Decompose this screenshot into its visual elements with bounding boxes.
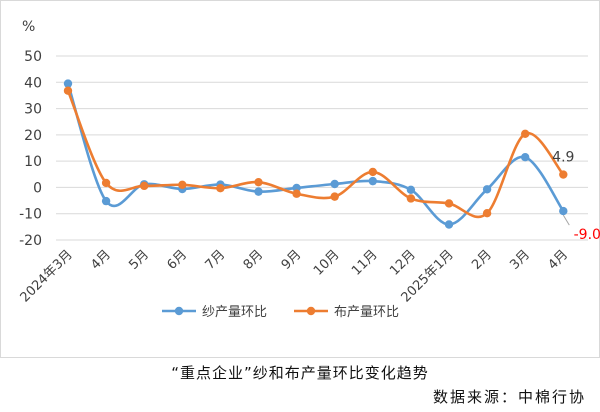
data-point (254, 187, 263, 196)
x-tick-label: 2月 (469, 247, 495, 273)
data-point (521, 129, 530, 139)
series-line-2 (66, 90, 565, 219)
data-point (178, 180, 187, 189)
data-point (330, 179, 339, 189)
legend-swatch-marker (174, 306, 184, 316)
data-point (368, 167, 377, 177)
data-point (140, 181, 149, 191)
data-label: -9.0 (574, 227, 600, 243)
data-point (101, 178, 111, 188)
data-source: 数据来源：中棉行协 (432, 388, 586, 406)
x-tick-label: 10月 (311, 247, 342, 278)
data-point (559, 170, 568, 179)
y-axis-label: % (22, 19, 35, 35)
y-tick-label: 20 (24, 128, 42, 144)
data-point (292, 189, 301, 198)
y-tick-label: -20 (19, 233, 42, 249)
y-tick-label: 10 (24, 154, 42, 170)
x-tick-label: 9月 (279, 247, 305, 273)
x-tick-label: 7月 (203, 247, 229, 273)
x-tick-label: 2024年3月 (18, 247, 76, 305)
data-point (444, 220, 454, 229)
data-point (406, 194, 416, 203)
data-point (216, 184, 225, 193)
x-tick-label: 5月 (126, 247, 152, 273)
x-tick-label: 12月 (387, 247, 418, 278)
line-chart: 50 40 30 20 10 0 -10 -20% 2024年3月 4月 5月 6月 7月 8月 9月 10月… (18, 19, 600, 320)
chart-caption: “重点企业”纱和布产量环比变化趋势 (171, 364, 429, 382)
data-point (63, 79, 73, 88)
y-tick-label: 30 (24, 102, 42, 118)
legend-label: 纱产量环比 (202, 305, 267, 320)
x-tick-label: 4月 (88, 247, 114, 273)
data-label: 4.9 (552, 150, 574, 166)
y-tick-label: 40 (24, 75, 42, 91)
data-point (330, 192, 339, 201)
data-point (254, 177, 263, 187)
chart-frame (0, 0, 600, 358)
data-point (559, 206, 568, 216)
data-point (482, 208, 492, 218)
x-tick-label: 4月 (545, 247, 571, 273)
x-tick-label: 11月 (349, 247, 380, 278)
legend-swatch-marker (306, 306, 316, 316)
data-point (482, 185, 492, 194)
data-point (368, 176, 377, 186)
data-point (521, 153, 530, 162)
x-tick-label: 8月 (241, 247, 267, 273)
y-tick-label: -10 (19, 207, 42, 223)
data-point (63, 86, 73, 95)
x-tick-label: 6月 (164, 247, 190, 273)
x-tick-label: 3月 (507, 247, 533, 273)
y-tick-label: 0 (33, 180, 42, 196)
leader-line (562, 214, 570, 226)
series-line-1 (66, 83, 565, 226)
data-point (101, 196, 111, 206)
data-point (444, 199, 454, 208)
data-point (292, 183, 301, 193)
data-point (406, 185, 416, 194)
legend-label: 布产量环比 (334, 305, 399, 320)
y-tick-label: 50 (24, 49, 42, 65)
